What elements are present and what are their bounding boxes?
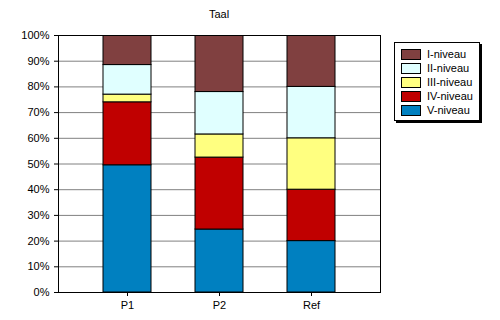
svg-text:0%: 0% <box>34 286 50 298</box>
html-text:III-niveau: III-niveau <box>427 76 473 88</box>
html-text:II-niveau: II-niveau <box>427 62 470 74</box>
svg-text:70%: 70% <box>27 106 49 118</box>
svg-text:P2: P2 <box>213 299 226 311</box>
svg-text:40%: 40% <box>27 183 49 195</box>
svg-text:60%: 60% <box>27 132 49 144</box>
svg-text:90%: 90% <box>27 55 49 67</box>
svg-text:100%: 100% <box>21 29 49 41</box>
svg-text:50%: 50% <box>27 158 49 170</box>
html-text:I-niveau: I-niveau <box>427 48 467 60</box>
svg-text:10%: 10% <box>27 260 49 272</box>
svg-text:30%: 30% <box>27 209 49 221</box>
svg-text:20%: 20% <box>27 235 49 247</box>
html-text:V-niveau: V-niveau <box>427 104 470 116</box>
html-text:Taal: Taal <box>208 8 230 20</box>
html-text:IV-niveau: IV-niveau <box>427 90 473 102</box>
svg-text:80%: 80% <box>27 80 49 92</box>
svg-text:Ref: Ref <box>303 299 321 311</box>
svg-text:P1: P1 <box>121 299 134 311</box>
